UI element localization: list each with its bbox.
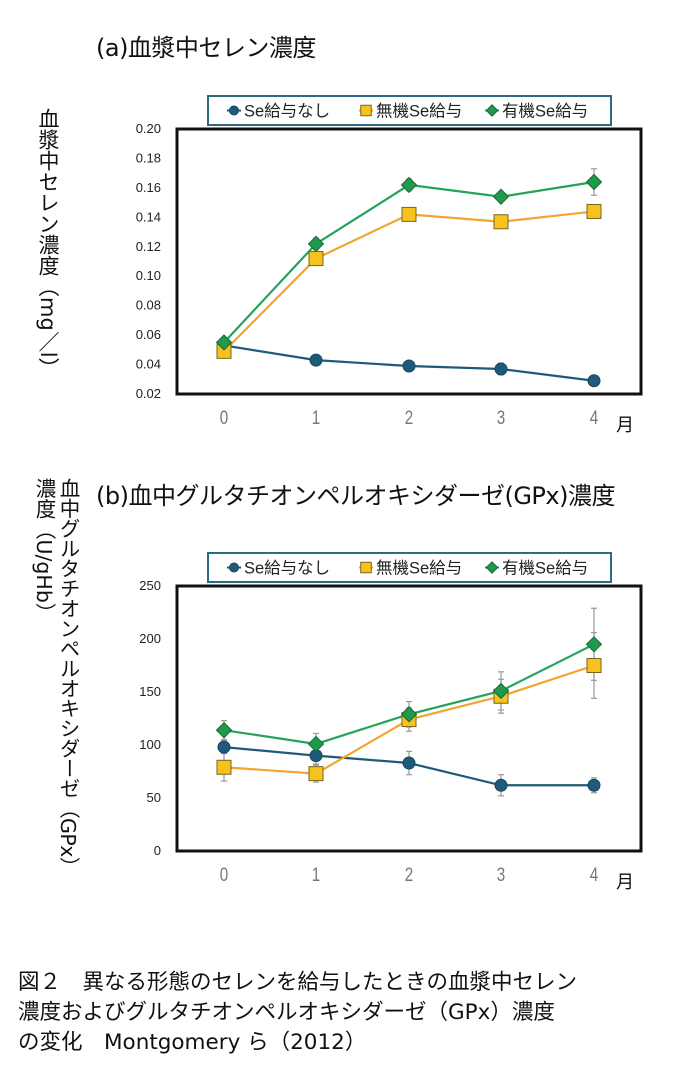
x-tick-label: 4: [590, 863, 599, 885]
chart-b: 0 50 100 150 200 250 0 1 2 3 4 月 Se給与なし 無機Se給与 有機Se給与: [139, 552, 643, 892]
y-tick-label: 150: [139, 684, 161, 699]
y-tick-label: 0: [154, 843, 161, 858]
data-point-diamond: [307, 235, 325, 253]
x-axis-unit-label: 月: [616, 872, 634, 892]
legend-marker-circle: [229, 105, 239, 116]
data-point-square: [401, 206, 417, 222]
y-tick-label: 100: [139, 737, 161, 752]
data-point-circle: [494, 778, 508, 792]
x-tick-label: 1: [312, 863, 320, 885]
caption-line-2: 濃度およびグルタチオンペルオキシダーゼ（GPx）濃度: [18, 1000, 555, 1025]
data-point-circle: [587, 374, 601, 388]
y-tick-label: 0.04: [136, 357, 161, 372]
figure-caption: 図２ 異なる形態のセレンを給与したときの血漿中セレン 濃度およびグルタチオンペル…: [18, 968, 688, 1058]
y-tick-label: 200: [139, 631, 161, 646]
data-point-square: [216, 759, 232, 775]
data-point-circle: [402, 756, 416, 770]
x-tick-label: 3: [497, 863, 505, 885]
data-point-square: [493, 214, 509, 230]
y-tick-label: 250: [139, 578, 161, 593]
legend-label: 有機Se給与: [502, 559, 588, 578]
legend-label: 無機Se給与: [376, 559, 462, 578]
x-tick-label: 2: [405, 863, 413, 885]
legend-marker-diamond: [485, 104, 499, 117]
x-tick-label: 3: [497, 406, 505, 428]
y-tick-label: 0.20: [136, 121, 161, 136]
data-point-diamond: [400, 176, 418, 194]
legend-marker-circle: [229, 562, 239, 573]
data-point-diamond: [585, 636, 603, 653]
x-tick-label: 1: [312, 406, 320, 428]
y-tick-label: 0.14: [136, 209, 161, 224]
y-tick-label: 0.02: [136, 386, 161, 401]
x-tick-label: 2: [405, 406, 413, 428]
legend-marker-diamond: [485, 561, 499, 574]
data-point-diamond: [400, 706, 418, 723]
legend-marker-square: [360, 104, 372, 117]
y-tick-label: 0.16: [136, 180, 161, 195]
data-point-circle: [217, 740, 231, 754]
y-tick-label: 0.18: [136, 150, 161, 165]
data-point-circle: [587, 778, 601, 792]
legend-box: [207, 552, 612, 583]
caption-line-3: の変化 Montgomery ら（2012）: [18, 1030, 367, 1055]
legend-marker-square: [360, 561, 372, 574]
legend-box: [207, 95, 612, 126]
data-point-square: [586, 658, 602, 673]
y-tick-label: 0.06: [136, 327, 161, 342]
data-point-diamond: [215, 334, 233, 351]
data-point-diamond: [492, 682, 510, 700]
caption-line-1: 図２ 異なる形態のセレンを給与したときの血漿中セレン: [18, 970, 578, 995]
chart-a: 0.02 0.04 0.06 0.08 0.10 0.12 0.14 0.16 0.18 0.20…: [136, 95, 643, 435]
chart-b-y-axis-label-line1: 血中グルタチオンペルオキシダーゼ（GPx）: [56, 478, 80, 877]
y-tick-label: 0.08: [136, 298, 161, 313]
data-point-circle: [309, 353, 323, 367]
legend-label: 有機Se給与: [502, 102, 588, 121]
chart-a-title: (a)血漿中セレン濃度: [96, 34, 316, 62]
data-point-diamond: [307, 735, 325, 753]
data-point-diamond: [492, 188, 510, 205]
y-tick-label: 50: [147, 790, 161, 805]
y-tick-label: 0.10: [136, 268, 161, 283]
chart-b-title: (b)血中グルタチオンペルオキシダーゼ(GPx)濃度: [96, 482, 615, 510]
data-point-square: [586, 203, 602, 219]
x-tick-label: 0: [220, 406, 228, 428]
legend-label: 無機Se給与: [376, 102, 462, 121]
data-point-circle: [494, 362, 508, 376]
legend-label: Se給与なし: [244, 102, 330, 121]
data-point-circle: [402, 359, 416, 373]
y-tick-label: 0.12: [136, 239, 161, 254]
legend-label: Se給与なし: [244, 559, 330, 578]
chart-a-y-axis-label: 血漿中セレン濃度（mg／l）: [36, 108, 60, 379]
x-tick-label: 0: [220, 863, 228, 885]
x-tick-label: 4: [590, 406, 599, 428]
x-axis-unit-label: 月: [616, 415, 634, 435]
data-point-square: [308, 766, 324, 782]
data-point-diamond: [215, 721, 233, 739]
chart-b-y-axis-label-line2: 濃度（U/gHb）: [32, 478, 56, 624]
data-point-diamond: [585, 173, 603, 191]
